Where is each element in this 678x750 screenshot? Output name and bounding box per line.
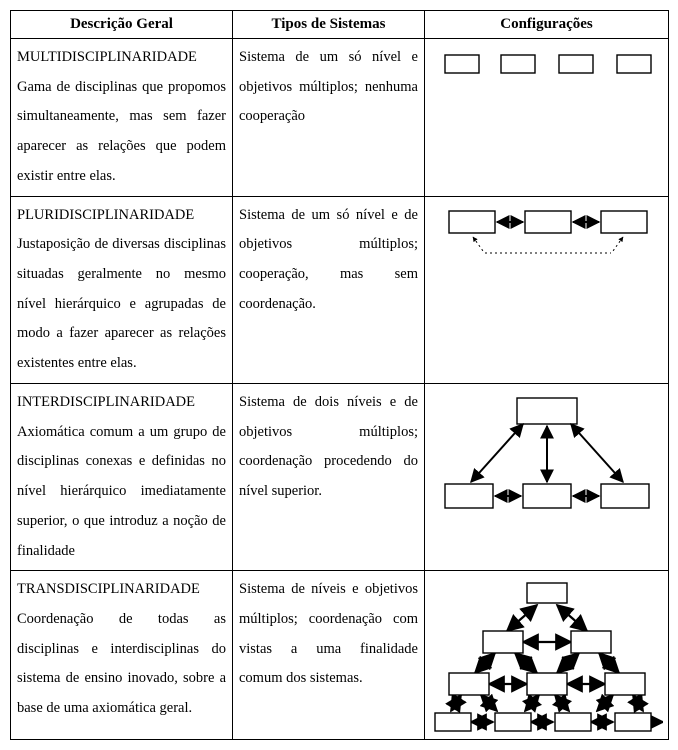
- disciplinarity-table: Descrição Geral Tipos de Sistemas Config…: [10, 10, 669, 740]
- table-row: INTERDISCIPLINARIDADE Axiomática comum a…: [11, 383, 669, 570]
- term-label: MULTIDISCIPLINARIDADE: [17, 43, 226, 73]
- diagram-multi: [431, 43, 663, 83]
- term-label: TRANSDISCIPLINARIDADE: [17, 575, 226, 605]
- cell-tipo: Sistema de um só nível e de objetivos mú…: [233, 196, 425, 383]
- cell-desc: INTERDISCIPLINARIDADE Axiomática comum a…: [11, 383, 233, 570]
- table-row: MULTIDISCIPLINARIDADE Gama de disciplina…: [11, 39, 669, 197]
- term-label: INTERDISCIPLINARIDADE: [17, 388, 226, 418]
- diagram-inter: [431, 388, 663, 518]
- diagram-trans: [431, 575, 663, 735]
- cell-config: [425, 196, 669, 383]
- desc-text: Axiomática comum a um grupo de disciplin…: [17, 424, 226, 559]
- header-descricao: Descrição Geral: [11, 11, 233, 39]
- cell-tipo: Sistema de um só nível e objetivos múlti…: [233, 39, 425, 197]
- cell-desc: TRANSDISCIPLINARIDADE Coordenação de tod…: [11, 571, 233, 740]
- header-row: Descrição Geral Tipos de Sistemas Config…: [11, 11, 669, 39]
- cell-config: [425, 383, 669, 570]
- term-label: PLURIDISCIPLINARIDADE: [17, 201, 226, 231]
- header-config: Configurações: [425, 11, 669, 39]
- desc-text: Justaposição de diversas disciplinas sit…: [17, 236, 226, 371]
- table-row: PLURIDISCIPLINARIDADE Justaposição de di…: [11, 196, 669, 383]
- cell-tipo: Sistema de níveis e objetivos múltiplos;…: [233, 571, 425, 740]
- cell-desc: PLURIDISCIPLINARIDADE Justaposição de di…: [11, 196, 233, 383]
- cell-config: [425, 571, 669, 740]
- header-tipos: Tipos de Sistemas: [233, 11, 425, 39]
- table-row: TRANSDISCIPLINARIDADE Coordenação de tod…: [11, 571, 669, 740]
- desc-text: Gama de disciplinas que propomos simulta…: [17, 79, 226, 184]
- diagram-pluri: [431, 201, 663, 279]
- desc-text: Coordenação de todas as disciplinas e in…: [17, 611, 226, 716]
- cell-desc: MULTIDISCIPLINARIDADE Gama de disciplina…: [11, 39, 233, 197]
- cell-config: [425, 39, 669, 197]
- cell-tipo: Sistema de dois níveis e de objetivos mú…: [233, 383, 425, 570]
